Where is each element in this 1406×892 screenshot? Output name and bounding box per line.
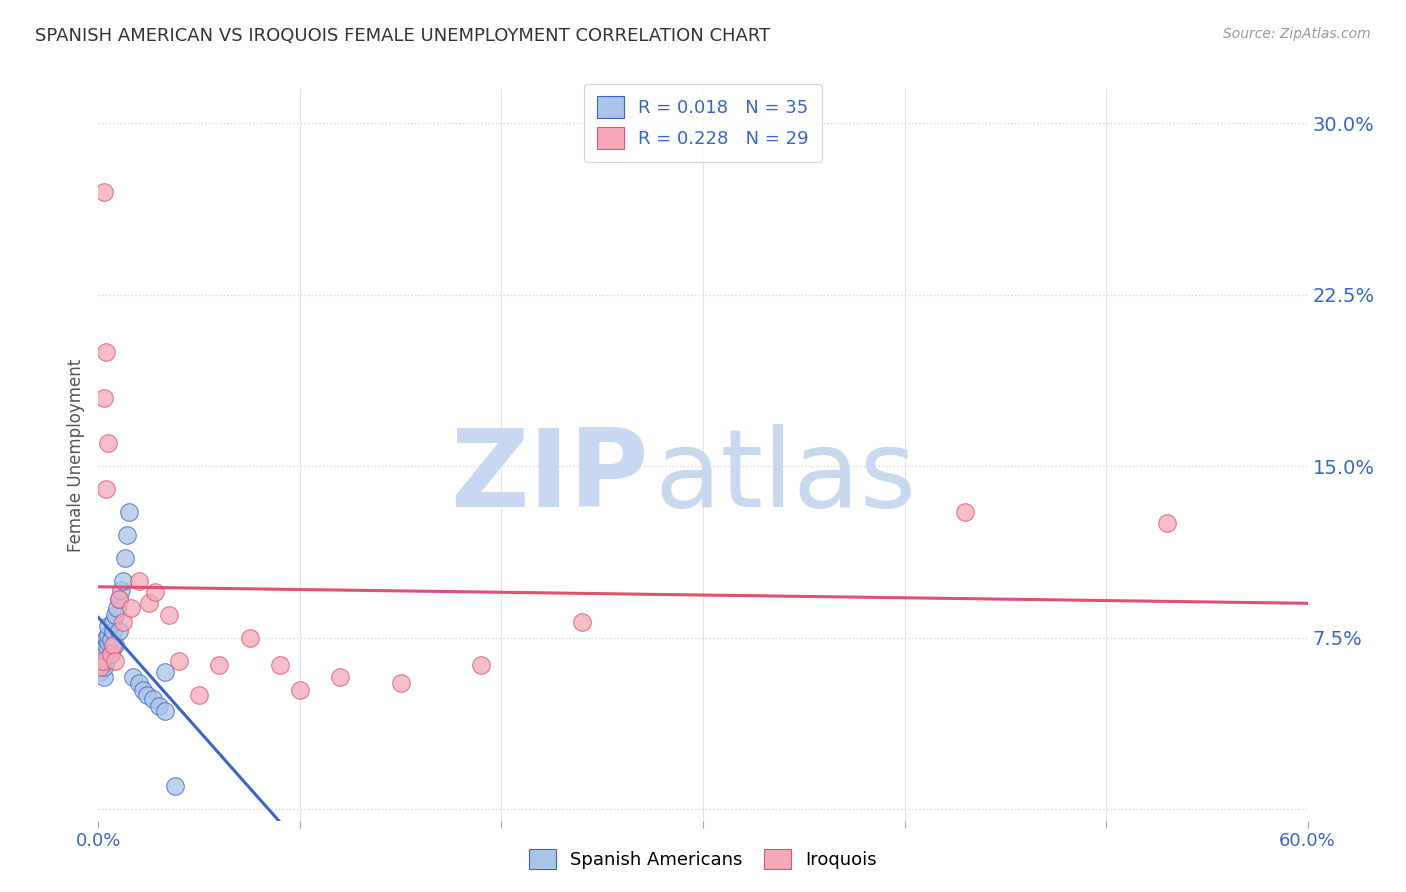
Text: Source: ZipAtlas.com: Source: ZipAtlas.com	[1223, 27, 1371, 41]
Point	[111, 574, 134, 588]
Point	[163, 780, 186, 794]
Point	[135, 688, 157, 702]
Point	[571, 615, 593, 629]
Point	[167, 654, 190, 668]
Point	[148, 699, 170, 714]
Point	[118, 505, 141, 519]
Point	[389, 676, 412, 690]
Point	[288, 683, 311, 698]
Point	[89, 665, 111, 679]
Point	[110, 582, 132, 597]
Point	[157, 607, 180, 622]
Point	[153, 704, 176, 718]
Point	[97, 628, 120, 642]
Point	[114, 550, 136, 565]
Point	[93, 185, 115, 199]
Point	[97, 436, 120, 450]
Point	[97, 635, 120, 649]
Point	[329, 670, 352, 684]
Point	[105, 601, 128, 615]
Point	[91, 654, 114, 668]
Point	[93, 391, 115, 405]
Point	[470, 658, 492, 673]
Text: ZIP: ZIP	[450, 424, 648, 530]
Point	[142, 692, 165, 706]
Point	[153, 665, 176, 679]
Point	[96, 482, 118, 496]
Point	[103, 654, 125, 668]
Point	[97, 619, 120, 633]
Legend: R = 0.018   N = 35, R = 0.228   N = 29: R = 0.018 N = 35, R = 0.228 N = 29	[585, 84, 821, 162]
Point	[239, 631, 262, 645]
Point	[100, 633, 122, 648]
Point	[101, 624, 124, 638]
Point	[132, 683, 155, 698]
Point	[101, 638, 124, 652]
Point	[93, 660, 115, 674]
Point	[143, 585, 166, 599]
Point	[100, 647, 122, 661]
Point	[138, 597, 160, 611]
Point	[188, 688, 211, 702]
Point	[89, 660, 111, 674]
Point	[269, 658, 291, 673]
Y-axis label: Female Unemployment: Female Unemployment	[66, 359, 84, 551]
Point	[121, 670, 143, 684]
Legend: Spanish Americans, Iroquois: Spanish Americans, Iroquois	[520, 839, 886, 879]
Point	[120, 601, 142, 615]
Point	[107, 591, 129, 606]
Point	[93, 642, 115, 657]
Point	[953, 505, 976, 519]
Point	[91, 647, 114, 661]
Point	[96, 345, 118, 359]
Point	[103, 638, 125, 652]
Point	[107, 624, 129, 638]
Point	[208, 658, 231, 673]
Point	[1156, 516, 1178, 531]
Point	[93, 670, 115, 684]
Point	[103, 607, 125, 622]
Point	[115, 528, 138, 542]
Point	[96, 638, 118, 652]
Text: atlas: atlas	[655, 424, 917, 530]
Point	[107, 591, 129, 606]
Point	[96, 654, 118, 668]
Point	[96, 631, 118, 645]
Point	[128, 676, 150, 690]
Point	[101, 615, 124, 629]
Point	[100, 647, 122, 661]
Point	[111, 615, 134, 629]
Point	[91, 654, 114, 668]
Point	[128, 574, 150, 588]
Text: SPANISH AMERICAN VS IROQUOIS FEMALE UNEMPLOYMENT CORRELATION CHART: SPANISH AMERICAN VS IROQUOIS FEMALE UNEM…	[35, 27, 770, 45]
